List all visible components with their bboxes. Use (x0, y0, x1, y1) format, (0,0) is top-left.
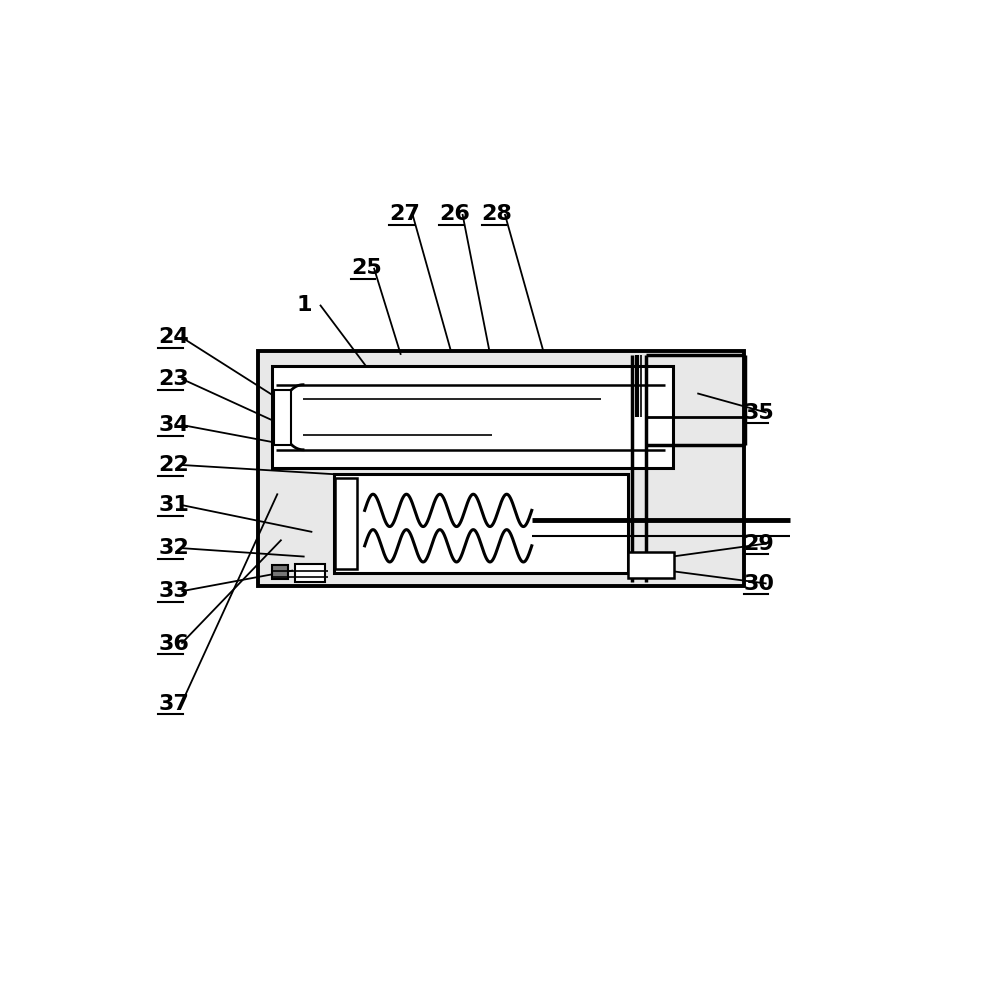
Text: 29: 29 (744, 534, 774, 554)
Bar (334, 474, 628, 573)
Text: 37: 37 (158, 694, 189, 714)
Text: 23: 23 (158, 369, 189, 389)
Text: 33: 33 (158, 581, 189, 601)
Text: 25: 25 (351, 258, 382, 278)
Text: 31: 31 (158, 495, 189, 515)
Text: 26: 26 (439, 204, 470, 224)
Text: 1: 1 (297, 295, 312, 315)
Bar (335, 478, 357, 569)
Text: 32: 32 (158, 538, 189, 558)
Bar (295, 564, 325, 582)
Text: 27: 27 (389, 204, 420, 224)
Text: 35: 35 (744, 403, 774, 423)
Bar (272, 366, 673, 468)
Text: 28: 28 (482, 204, 513, 224)
Bar (628, 552, 674, 578)
Text: 24: 24 (158, 327, 189, 347)
Bar (272, 565, 288, 579)
Bar (258, 351, 744, 586)
Text: 30: 30 (744, 574, 774, 594)
Text: 22: 22 (158, 455, 189, 475)
Text: 36: 36 (158, 634, 189, 654)
Text: 34: 34 (158, 415, 189, 435)
Bar (274, 390, 291, 445)
